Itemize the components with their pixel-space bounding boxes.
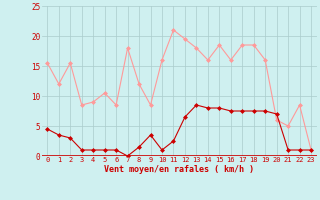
X-axis label: Vent moyen/en rafales ( km/h ): Vent moyen/en rafales ( km/h ) — [104, 165, 254, 174]
